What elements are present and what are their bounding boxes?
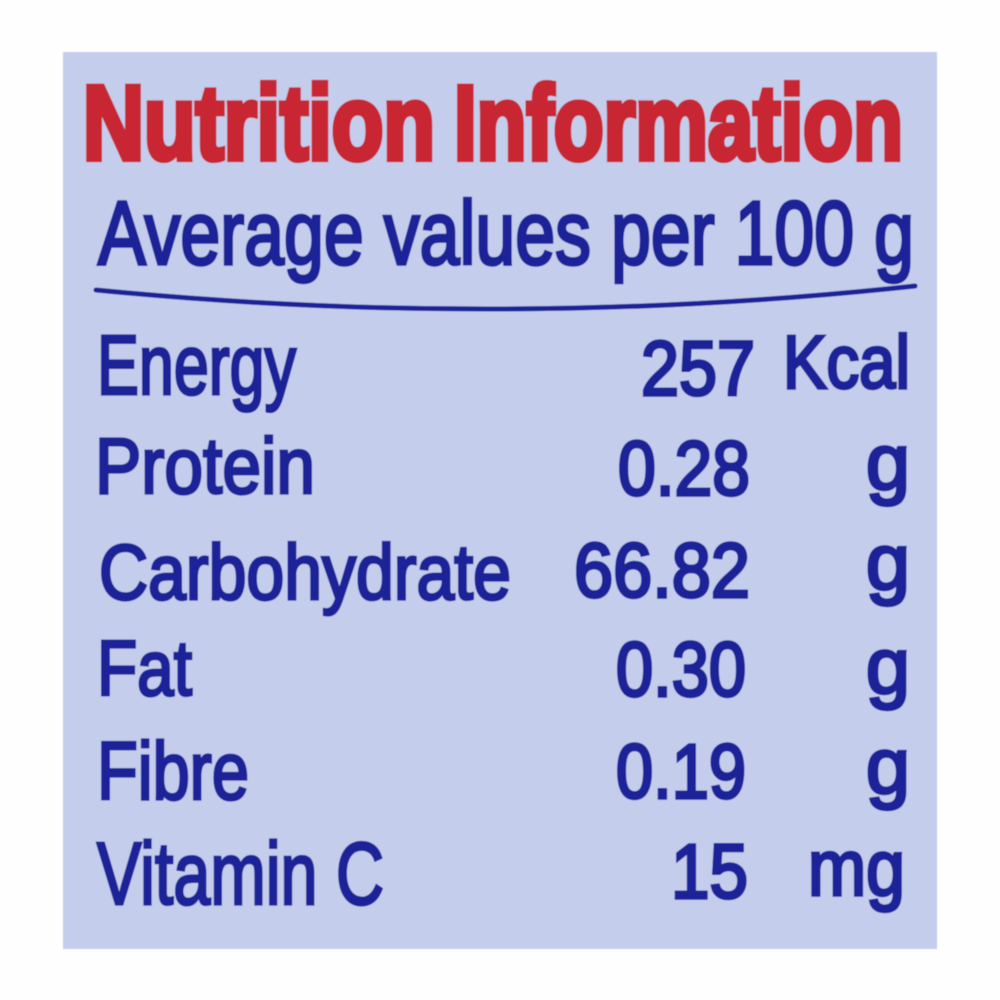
svg-text:Carbohydrate: Carbohydrate: [99, 528, 511, 616]
svg-text:Average values per 100 g: Average values per 100 g: [98, 184, 914, 284]
svg-text:Kcal: Kcal: [783, 320, 910, 404]
svg-text:0.30: 0.30: [616, 627, 746, 713]
svg-text:Protein: Protein: [95, 421, 315, 510]
svg-text:0.19: 0.19: [616, 729, 746, 815]
svg-text:g: g: [866, 721, 910, 810]
svg-text:Energy: Energy: [97, 318, 296, 412]
svg-text:257: 257: [641, 326, 755, 412]
svg-text:15: 15: [671, 829, 748, 915]
svg-text:g: g: [866, 517, 910, 606]
svg-text:mg: mg: [808, 823, 905, 912]
svg-text:Nutrition: Nutrition: [83, 65, 435, 182]
svg-text:Information: Information: [454, 65, 903, 182]
svg-text:Fibre: Fibre: [97, 726, 249, 817]
svg-text:66.82: 66.82: [574, 528, 750, 614]
svg-text:g: g: [866, 621, 910, 710]
svg-text:g: g: [866, 417, 910, 506]
svg-text:0.28: 0.28: [618, 426, 750, 512]
svg-text:Vitamin C: Vitamin C: [97, 824, 384, 923]
svg-text:Fat: Fat: [97, 624, 192, 712]
